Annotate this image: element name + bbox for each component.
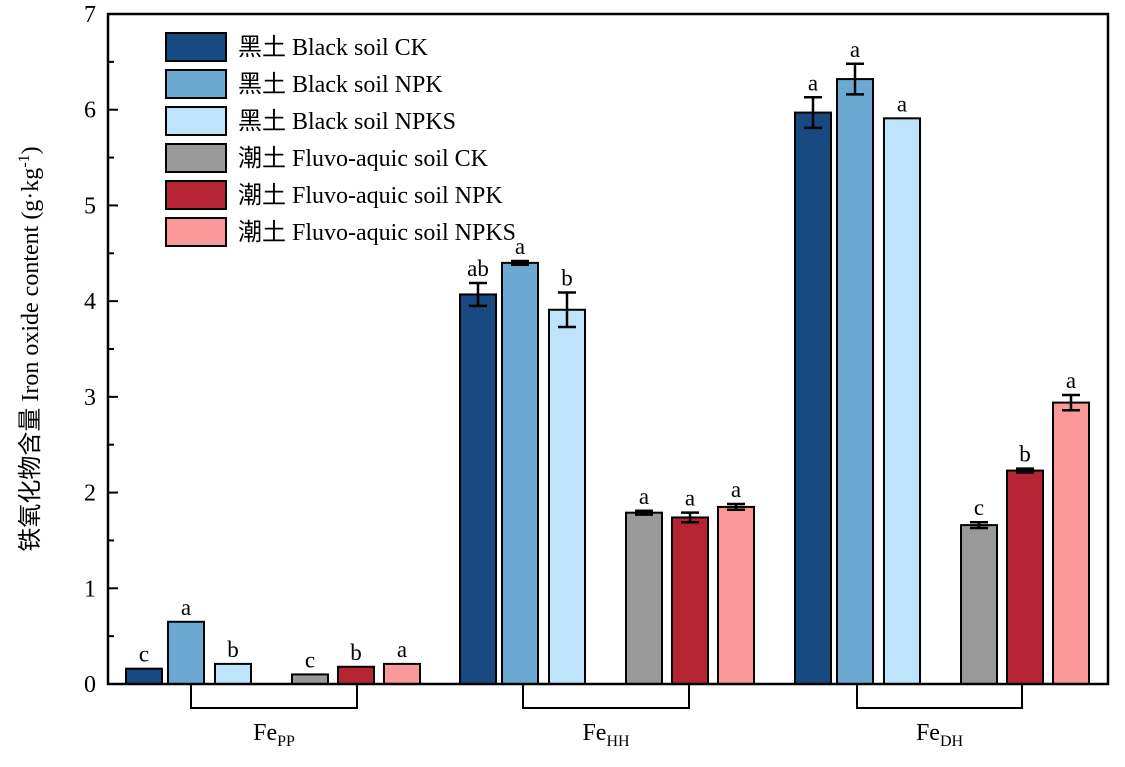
legend-swatch	[165, 143, 227, 173]
bar	[836, 78, 874, 686]
bar	[794, 111, 832, 686]
significance-label: a	[897, 91, 907, 116]
bar	[548, 308, 586, 685]
significance-label: a	[808, 70, 818, 95]
y-axis: 0 1 2 3 4 5 6 7	[84, 2, 118, 698]
bar	[671, 516, 709, 686]
significance-label: a	[1066, 368, 1076, 393]
bar	[625, 511, 663, 686]
category-base: Fe	[916, 720, 940, 746]
legend-swatch	[165, 69, 227, 99]
category-bracket	[522, 684, 690, 709]
category-base: Fe	[253, 720, 277, 746]
bar	[960, 524, 998, 685]
bar	[501, 261, 539, 685]
legend-swatch	[165, 180, 227, 210]
y-tick-label: 4	[84, 289, 96, 315]
significance-label: c	[305, 647, 315, 672]
category-base: Fe	[582, 720, 606, 746]
category-label: FeDH	[916, 720, 964, 750]
bar	[337, 665, 375, 685]
y-tick-label: 6	[84, 98, 96, 124]
significance-label: c	[974, 495, 984, 520]
bar	[883, 117, 921, 686]
bar	[383, 662, 421, 686]
y-title-end: )	[18, 146, 44, 154]
y-tick-label: 0	[84, 672, 96, 698]
bar	[125, 667, 163, 686]
significance-label: b	[350, 640, 362, 665]
legend-label: 潮土 Fluvo-aquic soil NPKS	[238, 219, 516, 246]
significance-label: b	[227, 637, 239, 662]
legend-swatch	[165, 106, 227, 136]
legend-label: 潮土 Fluvo-aquic soil NPK	[238, 182, 503, 209]
y-axis-title-text: 铁氧化物含量 Iron oxide content (g·kg-1)	[16, 146, 44, 551]
y-title-sup: -1	[16, 154, 33, 167]
y-axis-title: 铁氧化物含量 Iron oxide content (g·kg-1)	[16, 146, 44, 551]
significance-label: b	[561, 266, 573, 291]
category-subscript: HH	[606, 733, 630, 750]
legend-swatch	[165, 32, 227, 62]
y-tick-label: 3	[84, 385, 96, 411]
category-label: FeHH	[582, 720, 630, 750]
category-label: FePP	[253, 720, 295, 750]
bar	[167, 620, 205, 685]
significance-label: a	[850, 37, 860, 62]
y-tick-label: 2	[84, 481, 96, 507]
bar	[291, 673, 329, 686]
category-bracket	[856, 684, 1023, 709]
significance-label: a	[397, 637, 407, 662]
bar	[1006, 469, 1044, 685]
bar	[717, 505, 755, 685]
significance-label: a	[685, 486, 695, 511]
legend-swatch	[165, 217, 227, 247]
y-title-cn: 铁氧化物含量	[17, 408, 44, 552]
legend-label: 潮土 Fluvo-aquic soil CK	[238, 145, 489, 172]
significance-label: c	[139, 642, 149, 667]
significance-label: a	[639, 484, 649, 509]
y-title-en: Iron oxide content (g·kg	[18, 168, 44, 402]
bar	[214, 662, 252, 686]
bar	[1052, 401, 1090, 685]
significance-label: a	[731, 477, 741, 502]
significance-label: ab	[467, 256, 489, 281]
y-tick-label: 5	[84, 193, 96, 219]
category-subscript: DH	[940, 733, 964, 750]
plot-frame	[106, 12, 1110, 686]
legend-label: 黑土 Black soil NPK	[238, 71, 443, 98]
category-subscript: PP	[277, 733, 295, 750]
bar	[459, 293, 497, 685]
legend: 黑土 Black soil CK 黑土 Black soil NPK 黑土 Blac…	[165, 32, 516, 247]
legend-label: 黑土 Black soil CK	[238, 34, 429, 61]
significance-label: a	[181, 595, 191, 620]
category-bracket	[190, 684, 358, 709]
significance-label: b	[1019, 442, 1031, 467]
x-axis-categories: FePP FeHH FeDH	[190, 684, 1023, 750]
legend-label: 黑土 Black soil NPKS	[238, 108, 456, 135]
significance-label: a	[515, 234, 525, 259]
y-tick-label: 1	[84, 576, 96, 602]
y-tick-label: 7	[84, 2, 96, 28]
